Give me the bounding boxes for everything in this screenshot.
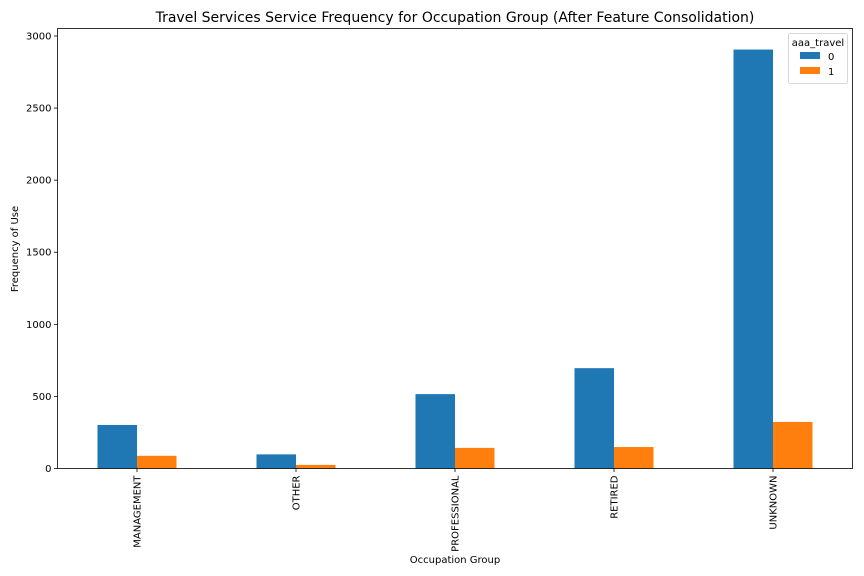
legend: aaa_travel 0 1 xyxy=(788,33,848,84)
bar-retired-series-1 xyxy=(614,447,654,469)
x-tick-label: OTHER xyxy=(292,475,303,510)
y-axis: 0 500 1000 1500 2000 2500 3000 xyxy=(26,31,58,475)
y-tick-label: 0 xyxy=(45,464,51,475)
bar-retired-series-0 xyxy=(574,368,614,469)
bar-management-series-1 xyxy=(137,455,177,469)
bars-group xyxy=(97,49,813,469)
legend-title: aaa_travel xyxy=(792,38,844,49)
bar-other-series-1 xyxy=(296,464,336,469)
plot-frame xyxy=(57,28,853,469)
bar-professional-series-0 xyxy=(415,394,455,469)
y-tick-label: 3000 xyxy=(26,31,51,42)
legend-swatch-0 xyxy=(800,52,820,59)
y-tick-label: 2500 xyxy=(26,104,51,115)
y-tick-label: 500 xyxy=(32,392,51,403)
x-tick-label: PROFESSIONAL xyxy=(451,475,462,552)
bar-management-series-0 xyxy=(97,424,137,469)
legend-label-1: 1 xyxy=(828,67,834,78)
legend-label-0: 0 xyxy=(828,52,834,63)
bar-unknown-series-0 xyxy=(733,49,773,469)
y-tick-label: 1000 xyxy=(26,320,51,331)
x-axis: MANAGEMENT OTHER PROFESSIONAL RETIRED UNKNOW… xyxy=(133,468,780,552)
x-tick-label: UNKNOWN xyxy=(769,476,780,530)
bar-other-series-0 xyxy=(256,454,296,469)
bar-unknown-series-1 xyxy=(773,421,813,469)
x-tick-label: MANAGEMENT xyxy=(133,475,144,548)
y-axis-label: Frequency of Use xyxy=(10,206,21,292)
y-tick-label: 2000 xyxy=(26,176,51,187)
legend-swatch-1 xyxy=(800,67,820,74)
bar-professional-series-1 xyxy=(455,447,495,469)
y-tick-label: 1500 xyxy=(26,248,51,259)
x-tick-label: RETIRED xyxy=(610,475,621,519)
chart-title: Travel Services Service Frequency for Oc… xyxy=(155,10,755,26)
x-axis-label: Occupation Group xyxy=(410,555,500,566)
